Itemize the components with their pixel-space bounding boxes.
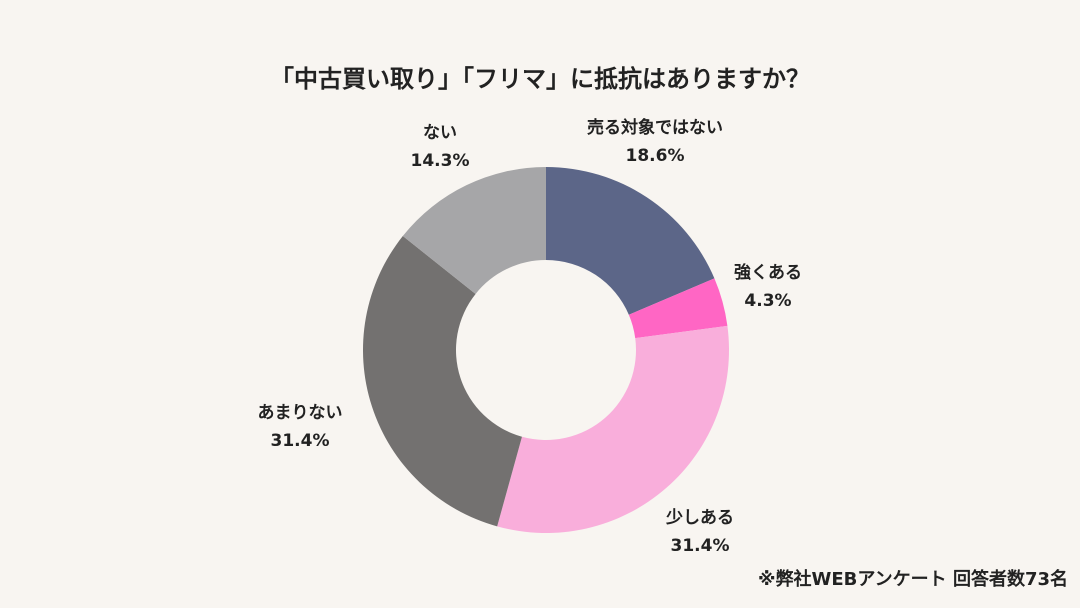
slice-value: 31.4% xyxy=(671,536,730,556)
slice-label: 少しある xyxy=(665,508,734,528)
chart-title: 「中古買い取り」「フリマ」に抵抗はありますか？ xyxy=(270,65,810,93)
donut-slice xyxy=(363,236,522,527)
slice-value: 18.6% xyxy=(626,146,685,166)
slice-value: 14.3% xyxy=(411,151,470,171)
donut-slice xyxy=(497,325,729,533)
donut-slice xyxy=(628,278,728,339)
donut-slice xyxy=(546,167,715,315)
slice-label: 売る対象ではない xyxy=(587,117,723,138)
slice-label: 強くある xyxy=(734,262,802,283)
slice-label: ない xyxy=(423,123,457,143)
slice-value: 31.4% xyxy=(271,431,330,451)
source-note: ※弊社WEBアンケート 回答者数73名 xyxy=(758,568,1068,590)
slice-label: あまりない xyxy=(258,403,343,423)
donut-slice xyxy=(402,167,546,294)
slice-value: 4.3% xyxy=(744,291,791,311)
